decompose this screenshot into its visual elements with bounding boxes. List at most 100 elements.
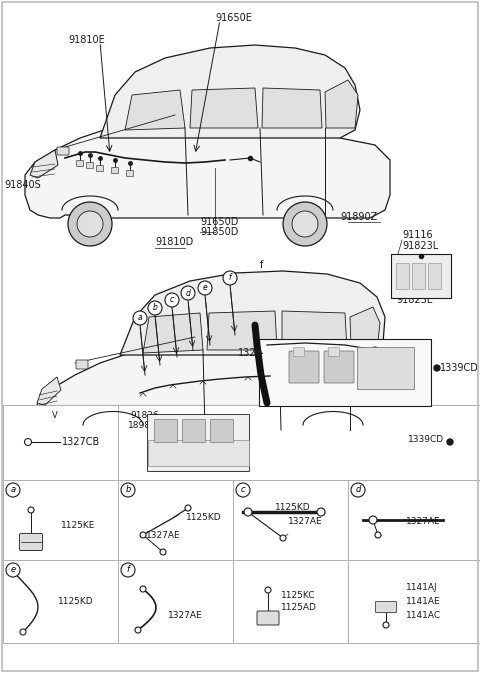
Text: b: b <box>153 304 157 312</box>
FancyBboxPatch shape <box>3 560 118 643</box>
Text: 1141AJ: 1141AJ <box>406 583 438 592</box>
Text: 91890Z: 91890Z <box>340 212 377 222</box>
FancyBboxPatch shape <box>86 162 94 168</box>
Circle shape <box>89 414 137 462</box>
FancyBboxPatch shape <box>328 347 339 357</box>
FancyBboxPatch shape <box>233 560 348 643</box>
Text: 91810E: 91810E <box>68 35 105 45</box>
Text: e: e <box>203 283 207 293</box>
FancyBboxPatch shape <box>391 254 451 298</box>
Text: d: d <box>355 485 360 495</box>
Text: 91840S: 91840S <box>4 180 41 190</box>
Text: 1141AE: 1141AE <box>406 598 441 606</box>
Circle shape <box>140 586 146 592</box>
Text: V: V <box>52 411 58 419</box>
FancyBboxPatch shape <box>57 147 69 155</box>
Text: 91826: 91826 <box>130 411 158 419</box>
Circle shape <box>236 483 250 497</box>
Text: f: f <box>260 260 264 270</box>
Text: 1125KD: 1125KD <box>186 513 222 522</box>
Circle shape <box>165 293 179 307</box>
Text: b: b <box>125 485 131 495</box>
FancyBboxPatch shape <box>211 419 233 443</box>
Text: f: f <box>127 565 130 575</box>
Text: c: c <box>240 485 245 495</box>
Text: 1125KD: 1125KD <box>58 598 94 606</box>
Circle shape <box>375 532 381 538</box>
FancyBboxPatch shape <box>396 262 408 289</box>
Circle shape <box>28 507 34 513</box>
Circle shape <box>283 202 327 246</box>
Text: 91823L: 91823L <box>402 241 438 251</box>
Circle shape <box>148 301 162 315</box>
Circle shape <box>6 563 20 577</box>
FancyBboxPatch shape <box>96 166 104 172</box>
Circle shape <box>6 483 20 497</box>
Circle shape <box>383 622 389 628</box>
Text: 1327AE: 1327AE <box>146 530 180 540</box>
Text: 1327AE: 1327AE <box>288 518 323 526</box>
Circle shape <box>223 271 237 285</box>
FancyBboxPatch shape <box>289 351 319 383</box>
FancyBboxPatch shape <box>348 560 480 643</box>
FancyBboxPatch shape <box>293 347 304 357</box>
Circle shape <box>121 483 135 497</box>
Polygon shape <box>120 271 385 355</box>
Text: 1125KC: 1125KC <box>281 590 315 600</box>
Circle shape <box>77 211 103 237</box>
Text: 1125AD: 1125AD <box>281 604 317 612</box>
Circle shape <box>255 350 261 356</box>
Circle shape <box>185 505 191 511</box>
Text: 18980J: 18980J <box>128 421 159 431</box>
Polygon shape <box>143 313 203 353</box>
Circle shape <box>369 516 377 524</box>
FancyBboxPatch shape <box>257 611 279 625</box>
Polygon shape <box>325 80 358 128</box>
Text: 1339CD: 1339CD <box>440 363 479 373</box>
Text: f: f <box>228 273 231 283</box>
Text: 1141AC: 1141AC <box>406 612 441 621</box>
FancyBboxPatch shape <box>147 439 249 466</box>
Circle shape <box>319 424 347 452</box>
FancyBboxPatch shape <box>182 419 205 443</box>
Polygon shape <box>35 337 407 433</box>
Text: a: a <box>11 485 15 495</box>
FancyBboxPatch shape <box>357 347 414 389</box>
FancyBboxPatch shape <box>324 351 354 383</box>
Circle shape <box>140 532 146 538</box>
FancyBboxPatch shape <box>147 414 249 471</box>
Text: 18980J: 18980J <box>262 363 293 372</box>
Circle shape <box>309 414 357 462</box>
Circle shape <box>68 202 112 246</box>
Text: 91650D: 91650D <box>200 217 239 227</box>
Circle shape <box>20 629 26 635</box>
Text: 91116: 91116 <box>402 230 432 240</box>
Circle shape <box>244 508 252 516</box>
Circle shape <box>24 439 32 446</box>
FancyBboxPatch shape <box>118 560 233 643</box>
Circle shape <box>198 281 212 295</box>
FancyBboxPatch shape <box>428 262 441 289</box>
Text: 91650E: 91650E <box>215 13 252 23</box>
Polygon shape <box>100 45 360 138</box>
Text: 91823E: 91823E <box>396 295 433 305</box>
Circle shape <box>181 286 195 300</box>
Circle shape <box>351 483 365 497</box>
Polygon shape <box>262 88 322 128</box>
Text: c: c <box>170 295 174 304</box>
FancyBboxPatch shape <box>375 602 396 612</box>
FancyBboxPatch shape <box>118 480 233 560</box>
FancyBboxPatch shape <box>127 170 133 176</box>
FancyBboxPatch shape <box>233 480 348 560</box>
Text: 1125KE: 1125KE <box>61 520 96 530</box>
Polygon shape <box>350 307 380 350</box>
FancyBboxPatch shape <box>411 262 424 289</box>
Circle shape <box>160 549 166 555</box>
Text: 91850D: 91850D <box>200 227 239 237</box>
Text: 1327AE: 1327AE <box>406 518 441 526</box>
Polygon shape <box>190 88 258 128</box>
Circle shape <box>133 311 147 325</box>
FancyBboxPatch shape <box>3 405 118 480</box>
Circle shape <box>372 347 378 353</box>
Circle shape <box>135 627 141 633</box>
